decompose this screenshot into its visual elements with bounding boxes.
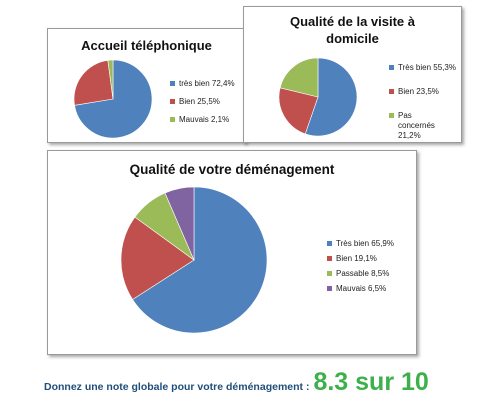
- chart-legend: très bien 72,4% Bien 25,5% Mauvais 2,1%: [170, 79, 235, 133]
- pie-slice-bien: [278, 87, 319, 135]
- legend-label: Bien 19,1%: [336, 254, 377, 263]
- legend-swatch: [327, 271, 332, 276]
- legend-label: Bien 23,5%: [398, 87, 439, 96]
- legend-swatch: [389, 65, 394, 70]
- legend-item: Pas concernés 21,2%: [389, 111, 456, 141]
- global-score: Donnez une note globale pour votre démén…: [44, 368, 429, 397]
- chart-panel-visite: Qualité de la visite à domicile Très bie…: [243, 6, 462, 143]
- legend-label: très bien 72,4%: [179, 79, 235, 88]
- legend-item: Très bien 65,9%: [327, 239, 394, 249]
- legend-swatch: [170, 81, 175, 86]
- legend-item: Passable 8,5%: [327, 269, 394, 279]
- chart-title-line: domicile: [326, 31, 379, 46]
- score-value: 8.3 sur 10: [313, 368, 429, 396]
- score-question: Donnez une note globale pour votre démén…: [44, 381, 310, 393]
- chart-title: Qualité de votre déménagement: [129, 162, 335, 177]
- pie-slice-mauvais: [107, 59, 114, 100]
- pie-chart: [120, 186, 268, 334]
- legend-swatch: [389, 113, 394, 118]
- legend-item: Mauvais 6,5%: [327, 284, 394, 294]
- legend-item: Très bien 55,3%: [389, 63, 456, 73]
- legend-swatch: [170, 99, 175, 104]
- chart-title: Accueil téléphonique: [81, 38, 212, 53]
- legend-swatch: [389, 89, 394, 94]
- legend-label: Bien 25,5%: [179, 97, 220, 106]
- legend-item: Bien 19,1%: [327, 254, 394, 264]
- pie-chart: [278, 57, 358, 137]
- pie-chart: [73, 59, 153, 139]
- pie-slice-mauvais: [164, 186, 195, 261]
- legend-item: Bien 23,5%: [389, 87, 456, 97]
- pie-slice-très-bien: [132, 186, 268, 334]
- legend-item: Mauvais 2,1%: [170, 115, 235, 125]
- legend-label: Très bien 55,3%: [398, 63, 456, 72]
- chart-title: Qualité de la visite à domicile: [244, 13, 461, 47]
- chart-legend: Très bien 65,9% Bien 19,1% Passable 8,5%…: [327, 239, 394, 299]
- legend-swatch: [327, 286, 332, 291]
- pie-slice-bien: [120, 216, 195, 300]
- chart-legend: Très bien 55,3% Bien 23,5% Pas concernés…: [389, 63, 456, 149]
- legend-swatch: [327, 256, 332, 261]
- pie-slice-bien: [73, 60, 114, 106]
- legend-item: très bien 72,4%: [170, 79, 235, 89]
- legend-label: Mauvais 6,5%: [336, 284, 387, 293]
- legend-label: Très bien 65,9%: [336, 239, 394, 248]
- legend-swatch: [170, 117, 175, 122]
- chart-title-line: Qualité de la visite à: [290, 14, 415, 29]
- legend-label: Pas concernés 21,2%: [398, 111, 435, 140]
- legend-swatch: [327, 241, 332, 246]
- legend-label: Passable 8,5%: [336, 269, 390, 278]
- chart-panel-accueil: Accueil téléphonique très bien 72,4% Bie…: [47, 28, 246, 143]
- legend-label: Mauvais 2,1%: [179, 115, 230, 124]
- legend-item: Bien 25,5%: [170, 97, 235, 107]
- chart-panel-demenagement: Qualité de votre déménagement Très bien …: [47, 150, 417, 355]
- pie-slice-pas-concernés: [279, 57, 319, 98]
